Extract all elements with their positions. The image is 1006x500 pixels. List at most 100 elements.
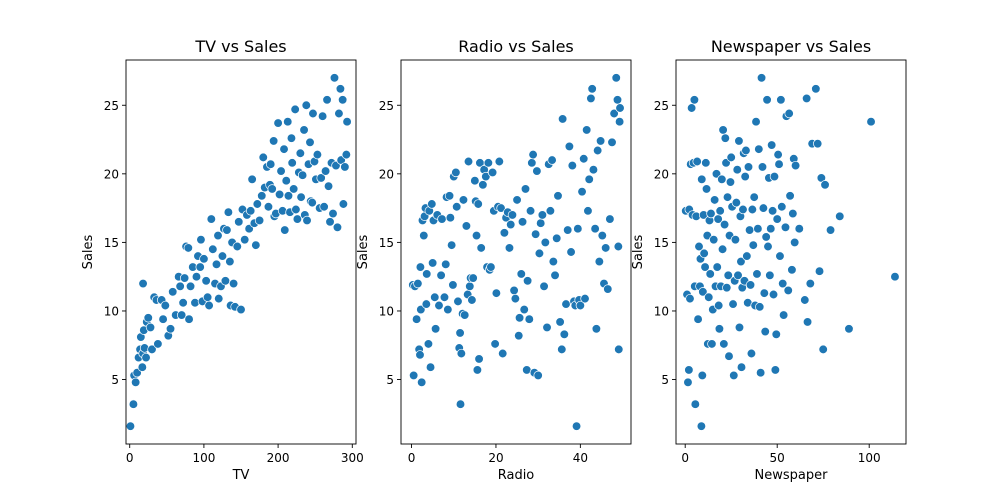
tv-data-point	[269, 136, 279, 146]
radio-data-point	[522, 276, 533, 286]
radio-data-point	[609, 108, 619, 119]
radio-data-point	[458, 195, 469, 205]
radio-data-point	[588, 165, 599, 175]
tv-x-tick-label: 300	[341, 451, 364, 465]
tv-data-point	[263, 202, 274, 212]
radio-data-point	[468, 273, 478, 283]
tv-data-point	[175, 281, 185, 291]
newspaper-data-point	[686, 103, 697, 113]
tv-data-point	[251, 240, 261, 250]
newspaper-y-tick-label: 20	[654, 167, 669, 181]
newspaper-data-point	[699, 248, 709, 259]
newspaper-data-point	[692, 156, 702, 167]
radio-data-point	[465, 281, 475, 291]
tv-data-point	[319, 202, 329, 212]
newspaper-data-point	[724, 351, 734, 361]
newspaper-x-tick-label: 0	[681, 451, 689, 465]
newspaper-data-point	[717, 244, 728, 254]
radio-data-point	[481, 171, 491, 182]
radio-data-point	[448, 280, 458, 290]
radio-data-point	[577, 187, 587, 197]
radio-data-point	[416, 304, 426, 315]
radio-data-point	[453, 296, 463, 307]
radio-data-point	[586, 93, 596, 104]
tv-data-point	[191, 272, 202, 282]
radio-data-point	[601, 243, 611, 253]
newspaper-data-point	[802, 317, 813, 327]
newspaper-y-tick-label: 10	[654, 304, 669, 318]
newspaper-y-tick-label: 25	[654, 99, 669, 113]
tv-data-point	[273, 118, 283, 128]
newspaper-data-point	[788, 208, 798, 219]
radio-chart-title: Radio vs Sales	[458, 37, 574, 56]
radio-data-point	[427, 199, 437, 209]
tv-data-point	[297, 170, 308, 180]
radio-data-point	[409, 370, 419, 381]
newspaper-y-axis-label: Sales	[631, 234, 646, 269]
radio-data-point	[430, 292, 440, 302]
tv-data-point	[128, 399, 139, 409]
radio-data-point	[613, 241, 623, 252]
newspaper-data-point	[685, 293, 695, 304]
newspaper-data-point	[723, 270, 733, 280]
newspaper-data-point	[730, 235, 741, 245]
radio-data-point	[614, 117, 625, 127]
tv-data-point	[322, 95, 332, 105]
newspaper-data-point	[790, 237, 800, 248]
radio-data-point	[520, 184, 531, 194]
newspaper-data-point	[707, 339, 717, 349]
radio-data-point	[430, 324, 441, 334]
radio-data-point	[555, 317, 565, 327]
radio-data-point	[472, 365, 483, 375]
tv-data-point	[280, 225, 290, 235]
radio-data-point	[460, 310, 470, 320]
newspaper-data-point	[736, 362, 747, 372]
radio-data-point	[615, 103, 625, 113]
radio-data-point	[421, 299, 431, 309]
tv-data-point	[267, 184, 277, 194]
tv-data-point	[214, 293, 224, 304]
radio-data-point	[587, 84, 597, 94]
tv-data-point	[202, 292, 213, 302]
radio-data-point	[470, 176, 480, 186]
tv-data-point	[185, 281, 196, 291]
radio-data-point	[483, 158, 494, 168]
radio-data-point	[423, 339, 434, 349]
radio-data-point	[575, 300, 586, 311]
tv-data-point	[183, 243, 193, 253]
tv-data-point	[234, 217, 244, 227]
newspaper-data-point	[758, 203, 769, 213]
radio-data-point	[579, 154, 589, 164]
tv-data-point	[254, 215, 265, 226]
tv-data-point	[341, 149, 352, 160]
newspaper-data-point	[866, 117, 876, 127]
newspaper-data-point	[717, 174, 727, 184]
radio-data-point	[504, 243, 515, 253]
newspaper-y-tick-label: 15	[654, 236, 669, 250]
newspaper-data-point	[741, 145, 751, 156]
tv-data-point	[206, 214, 216, 224]
newspaper-data-point	[770, 365, 781, 375]
newspaper-data-point	[890, 272, 900, 282]
newspaper-data-point	[765, 270, 775, 280]
newspaper-data-point	[775, 251, 785, 261]
radio-data-point	[422, 269, 432, 279]
radio-data-point	[455, 399, 466, 409]
tv-data-point	[222, 225, 232, 235]
newspaper-data-point	[794, 224, 804, 234]
newspaper-data-point	[814, 266, 825, 276]
newspaper-data-point	[729, 370, 739, 381]
radio-data-point	[487, 167, 498, 178]
newspaper-data-point	[811, 84, 821, 94]
newspaper-y-tick-label: 5	[661, 373, 669, 387]
radio-data-point	[611, 73, 621, 83]
newspaper-data-point	[790, 160, 801, 171]
tv-data-point	[184, 314, 194, 324]
newspaper-data-point	[825, 225, 836, 235]
tv-data-point	[158, 314, 168, 324]
radio-data-point	[550, 270, 560, 280]
radio-data-point	[434, 300, 444, 311]
tv-data-point	[178, 298, 188, 308]
newspaper-data-point	[734, 136, 744, 146]
